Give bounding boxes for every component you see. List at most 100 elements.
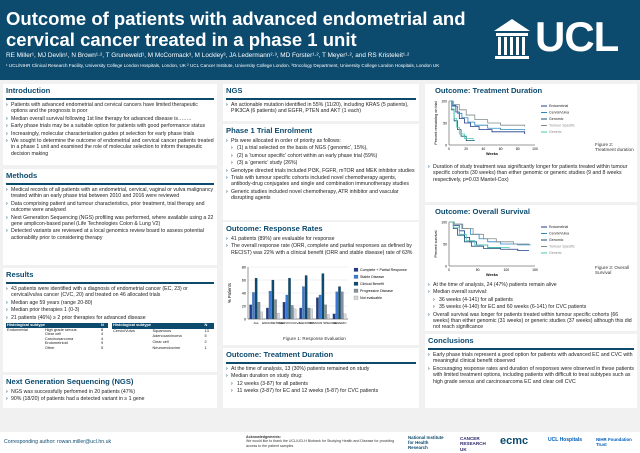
bar <box>266 307 269 320</box>
list-item: Detected variants are reviewed at a loca… <box>6 228 214 241</box>
poster-footer: Corresponding author: rowan.miller@ucl.h… <box>0 432 640 453</box>
legend-swatch <box>353 288 359 293</box>
bar <box>304 275 308 320</box>
list-item: (3) a ‘generic’ study (26%) <box>226 160 416 167</box>
x-tick-label: TUMOUR SPECIFIC <box>309 321 338 325</box>
treatment-duration-summary: Outcome: Treatment Duration At the time … <box>223 348 419 408</box>
bar <box>340 291 344 320</box>
poster-header: Outcome of patients with advanced endome… <box>0 0 640 80</box>
x-axis-label: Weeks <box>486 273 498 277</box>
y-tick-label: 50 <box>443 242 447 246</box>
nhs-trust-logo: NIHR Foundation Trust <box>596 437 632 447</box>
y-axis-label: Percent remaining on trial <box>434 101 438 144</box>
author-list: RE Miller¹, MJ Devlin¹, N Brown¹·², T Gr… <box>6 52 410 59</box>
bar <box>252 292 255 320</box>
bar <box>290 305 294 320</box>
legend-swatch <box>353 295 359 300</box>
list-item: Data comprising patient and tumour chara… <box>6 201 214 214</box>
list-item: 11 weeks (3-87) for EC and 12 weeks (5-8… <box>226 388 416 395</box>
y-tick-label: 100 <box>441 99 447 103</box>
response-section: Outcome: Response Rates 41 patients (89%… <box>223 222 419 345</box>
response-list: 41 patients (89%) are evaluable for resp… <box>226 236 416 256</box>
section-title: Outcome: Response Rates <box>226 224 323 233</box>
km-curve <box>449 221 529 251</box>
introduction-section: Introduction Patients with advanced endo… <box>3 84 217 165</box>
list-item: An actionable mutation identified in 55%… <box>226 102 416 115</box>
y-tick-label: 0 <box>244 317 246 321</box>
ecmc-logo: ecmc <box>500 435 529 447</box>
legend-label: Stable Disease <box>360 275 384 279</box>
section-title: NGS <box>226 86 243 95</box>
cruk-logo: CANCER RESEARCH UK <box>460 436 486 452</box>
x-tick-label: 100 <box>503 268 509 272</box>
list-item: Trials with tumour specific cohorts incl… <box>226 175 416 188</box>
list-item: 36 weeks (4-141) for all patients <box>428 297 634 304</box>
list-item: Median duration on study drug: <box>226 373 416 380</box>
x-tick-label: 150 <box>532 268 538 272</box>
bar <box>321 273 325 320</box>
list-item: 41 patients (89%) are evaluable for resp… <box>226 236 416 243</box>
list-item: Generic studies included novel chemother… <box>226 189 416 202</box>
legend-label: Complete + Partial Response <box>360 268 407 272</box>
section-title: Outcome: Treatment Duration <box>435 86 543 95</box>
list-item: Median prior therapies 1 (0-3) <box>6 307 214 314</box>
bar <box>324 304 327 320</box>
bar <box>338 286 341 320</box>
km-curve <box>449 100 526 127</box>
bar <box>260 311 263 320</box>
list-item: Patients with advanced endometrial and c… <box>6 102 214 115</box>
ngs-summary-section: Next Generation Sequencing (NGS) NGS was… <box>3 375 217 408</box>
y-tick-label: 100 <box>441 220 447 224</box>
bar <box>318 294 322 320</box>
section-title: Outcome: Overall Survival <box>435 207 530 216</box>
list-item: Increasingly, molecular characterisation… <box>6 131 214 138</box>
y-tick-label: 60 <box>242 278 246 282</box>
list-item: Median age 59 years (range 20-80) <box>6 300 214 307</box>
x-axis-label: Weeks <box>486 152 498 156</box>
survival-list: At the time of analysis, 24 (47%) patien… <box>428 282 634 332</box>
nihr-logo: National Institute for Health Research <box>408 435 444 450</box>
bar <box>268 290 272 320</box>
section-title: Conclusions <box>428 336 474 345</box>
methods-section: Methods Medical records of all patients … <box>3 169 217 265</box>
x-tick-label: 0 <box>448 268 450 272</box>
list-item: Median overall survival following 1st li… <box>6 116 214 123</box>
bar <box>307 307 311 320</box>
enrolment-section: Phase 1 Trial Enrolment Pts were allocat… <box>223 124 419 220</box>
bar <box>274 299 277 320</box>
y-tick-label: 0 <box>445 264 447 268</box>
list-item: Median overall survival: <box>428 289 634 296</box>
list-item: Encouraging response rates and duration … <box>428 366 634 385</box>
list-item: NGS was successfully performed in 20 pat… <box>6 389 214 396</box>
duration-right-list: Duration of study treatment was signific… <box>428 164 634 184</box>
affiliations: ¹ UCL/NIHR Clinical Research Facility, U… <box>6 63 440 68</box>
legend-label: Cervix/Vulva <box>549 111 569 115</box>
legend-label: Generic <box>549 130 562 134</box>
legend-swatch <box>353 267 359 272</box>
ngs-section: NGS An actionable mutation identified in… <box>223 84 419 121</box>
y-tick-label: 40 <box>242 291 246 295</box>
km-curve <box>449 100 474 140</box>
km-curve <box>449 221 531 246</box>
legend-label: Tumour Specific <box>549 245 575 249</box>
list-item: 35 weeks (4-140) for EC and 60 weeks (6-… <box>428 304 634 311</box>
x-tick-label: ENDOMETRIAL <box>262 321 284 325</box>
legend-label: Endometrial <box>549 225 568 229</box>
uclh-logo: UCL Hospitals <box>548 437 583 443</box>
x-tick-label: GENERIC <box>333 321 348 325</box>
x-tick-label: GENOMIC <box>299 321 314 325</box>
bar <box>299 307 303 320</box>
section-title: Results <box>6 270 34 279</box>
bar <box>288 277 291 320</box>
y-tick-label: 80 <box>242 265 246 269</box>
bar <box>310 308 313 320</box>
corresponding-author: Corresponding author: rowan.miller@ucl.h… <box>4 439 112 445</box>
introduction-list: Patients with advanced endometrial and c… <box>6 102 214 157</box>
bar <box>282 302 286 320</box>
section-title: Phase 1 Trial Enrolment <box>226 126 313 135</box>
ngs-summary-list: NGS was successfully performed in 20 pat… <box>6 389 214 403</box>
list-item: Pts were allocated in order of priority … <box>226 138 416 145</box>
ngs-list: An actionable mutation identified in 55%… <box>226 102 416 115</box>
list-item: Medical records of all patients with an … <box>6 187 214 200</box>
km-curve <box>449 100 526 131</box>
